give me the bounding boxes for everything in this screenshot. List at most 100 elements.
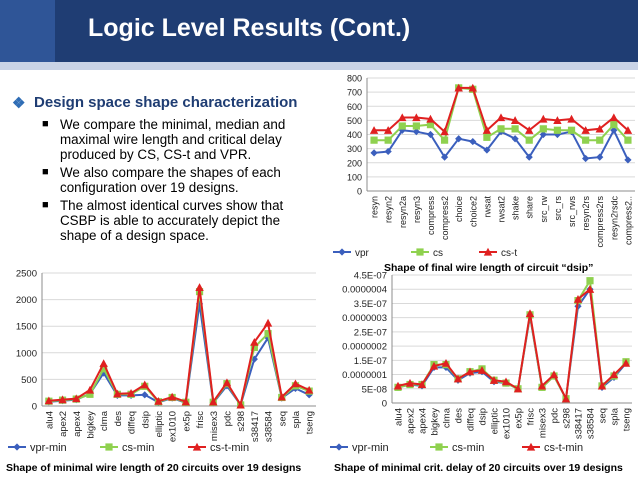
square-bullet-icon: ■ xyxy=(42,118,49,130)
x-tick-label: ex1010 xyxy=(502,408,513,439)
data-point-cs-t-min xyxy=(195,283,204,291)
bullet-item: ■ The almost identical curves show that … xyxy=(12,198,317,243)
data-point-cs-t-min xyxy=(263,318,273,327)
series-line-cs-t-min xyxy=(397,287,627,403)
data-point-cs-t-min xyxy=(181,397,191,406)
y-tick-label: 400 xyxy=(347,130,362,140)
data-point-cs-t-min xyxy=(250,337,259,346)
x-tick-label: s298 xyxy=(236,411,247,432)
y-tick-label: 700 xyxy=(347,88,362,98)
square-bullet-icon: ■ xyxy=(42,166,49,178)
title-accent-bar xyxy=(0,62,638,70)
data-point-cs-t xyxy=(468,83,477,92)
x-tick-label: ex5p xyxy=(181,411,192,432)
data-point-cs-t-min xyxy=(113,389,122,398)
data-point-vpr xyxy=(525,153,533,161)
y-tick-label: 500 xyxy=(347,116,362,126)
data-point-cs-t-min xyxy=(140,380,149,389)
x-tick-label: clma xyxy=(99,410,110,431)
data-point-cs-t-min xyxy=(477,366,487,374)
data-point-cs-t xyxy=(595,124,604,133)
x-tick-label: des xyxy=(454,408,465,424)
data-point-cs xyxy=(539,125,547,133)
data-point-cs-t-min xyxy=(417,380,427,389)
x-tick-label: tseng xyxy=(622,408,633,431)
data-point-cs xyxy=(582,136,590,144)
x-tick-label: des xyxy=(113,411,124,427)
x-tick-label: resyn2rs xyxy=(581,196,591,231)
x-tick-label: spla xyxy=(610,407,621,425)
x-tick-label: compress xyxy=(426,196,436,236)
data-point-cs-t-min xyxy=(609,370,619,379)
x-tick-label: ex1010 xyxy=(168,411,179,442)
data-point-cs-t-min xyxy=(222,378,232,387)
x-tick-label: s298 xyxy=(562,408,573,429)
y-tick-label: 5E-08 xyxy=(362,384,387,395)
data-point-cs-min xyxy=(264,330,272,338)
data-point-vpr xyxy=(610,126,618,134)
legend-label: vpr-min xyxy=(30,442,67,454)
data-point-cs xyxy=(553,126,562,134)
data-point-cs-t xyxy=(496,113,506,122)
x-tick-label: rwsat xyxy=(482,196,492,218)
data-point-cs-t-min xyxy=(209,397,218,406)
x-tick-label: diffeq xyxy=(127,411,138,434)
data-point-cs-t xyxy=(525,126,534,134)
data-point-cs-t-min xyxy=(85,385,95,394)
square-bullet-icon: ■ xyxy=(42,199,49,211)
x-tick-label: s38417 xyxy=(574,408,585,439)
y-tick-label: 0.0000003 xyxy=(342,313,387,324)
x-tick-label: tseng xyxy=(305,411,316,434)
y-tick-label: 100 xyxy=(347,172,362,182)
data-point-cs xyxy=(567,126,576,134)
legend-swatch-marker xyxy=(13,443,21,451)
data-point-cs-t xyxy=(567,114,576,123)
x-tick-label: resyn2a xyxy=(398,196,408,228)
bullet-list: ❖ Design space shape characterization ■ … xyxy=(12,94,317,246)
data-point-cs xyxy=(497,125,505,133)
data-point-cs-min xyxy=(86,390,94,398)
data-point-cs xyxy=(610,121,618,129)
x-tick-label: apex4 xyxy=(418,408,429,434)
diamond-bullet-icon: ❖ xyxy=(12,95,26,112)
data-point-cs-t-min xyxy=(393,381,403,390)
data-point-cs-t-min xyxy=(154,397,163,405)
y-tick-label: 3.5E-07 xyxy=(354,299,387,310)
data-point-cs-t-min xyxy=(621,358,631,367)
data-point-vpr-min xyxy=(305,391,313,399)
legend-swatch-marker xyxy=(338,248,346,256)
y-tick-label: 500 xyxy=(21,375,37,386)
data-point-vpr xyxy=(553,130,562,139)
data-point-cs-t-min xyxy=(44,396,54,405)
x-tick-label: s38417 xyxy=(250,411,261,442)
legend-swatch-marker xyxy=(435,443,443,451)
legend-label: cs-t-min xyxy=(544,442,583,454)
data-point-cs-t-min xyxy=(453,374,463,383)
legend-swatch-marker xyxy=(526,442,536,451)
data-point-cs-t-min xyxy=(99,359,108,368)
data-point-cs xyxy=(624,136,632,144)
data-point-cs-t-min xyxy=(72,394,81,403)
data-point-cs-t xyxy=(553,116,562,124)
data-point-cs xyxy=(525,136,533,144)
x-tick-label: rwsat2 xyxy=(497,196,507,223)
x-tick-label: apex2 xyxy=(58,411,69,437)
data-point-cs-t-min xyxy=(585,285,595,293)
data-point-cs xyxy=(511,125,519,133)
data-point-cs-t-min xyxy=(597,381,607,390)
x-tick-label: seq xyxy=(598,408,609,423)
y-tick-label: 1000 xyxy=(16,348,37,359)
data-point-cs-t-min xyxy=(236,400,245,409)
x-tick-label: alu4 xyxy=(44,411,55,429)
title-bar: Logic Level Results (Cont.) xyxy=(0,0,638,70)
y-tick-label: 0 xyxy=(32,402,37,413)
legend-label: vpr xyxy=(355,248,370,259)
x-tick-label: apex4 xyxy=(72,411,83,437)
x-tick-label: s38584 xyxy=(586,408,597,439)
x-tick-label: bigkey xyxy=(430,408,441,436)
y-tick-label: 800 xyxy=(347,74,362,84)
legend-swatch-marker xyxy=(105,443,113,451)
slide-title: Logic Level Results (Cont.) xyxy=(88,14,411,42)
x-tick-label: dsip xyxy=(140,411,151,428)
x-tick-label: elliptic xyxy=(154,411,165,438)
